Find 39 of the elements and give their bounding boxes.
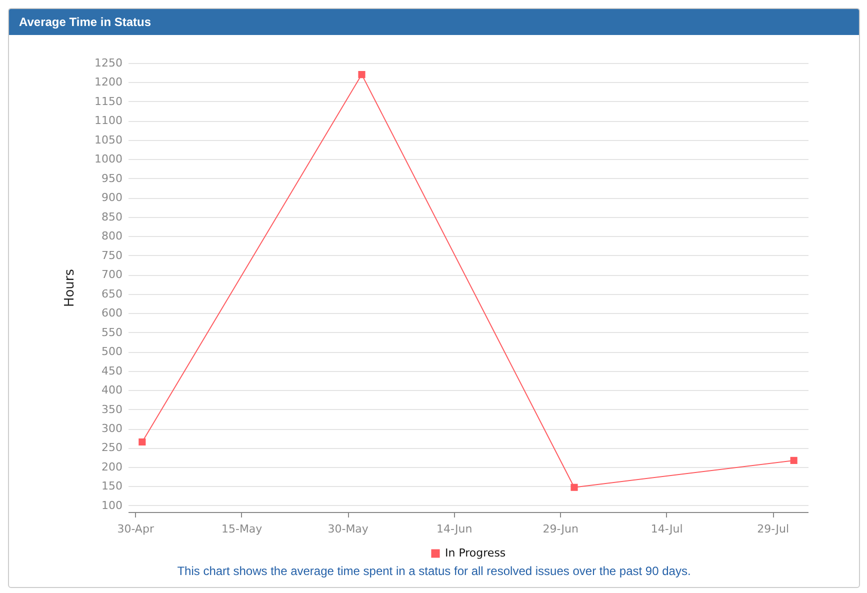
point	[358, 71, 366, 78]
x-tick-label: 29-Jul	[757, 522, 790, 536]
x-tick-label: 30-Apr	[117, 522, 154, 536]
y-tick-label: 1200	[94, 76, 122, 89]
y-tick-label: 200	[102, 460, 122, 474]
x-tick-label: 14-Jun	[436, 522, 472, 536]
y-tick-label: 400	[102, 384, 122, 397]
y-tick-label: 100	[102, 498, 122, 512]
y-tick-label: 700	[102, 268, 122, 282]
x-tick-label: 29-Jun	[542, 522, 578, 536]
y-tick-label: 1000	[94, 152, 122, 166]
point	[138, 438, 146, 446]
y-tick-label: 900	[102, 191, 122, 204]
y-tick-label: 1050	[94, 133, 122, 146]
y-tick-label: 750	[102, 248, 122, 262]
x-tick-label: 30-May	[328, 522, 369, 536]
y-tick-label: 1150	[94, 94, 122, 108]
text: This chart shows the average time spent in a status for all resolved issues over the past 90 days.	[176, 564, 692, 578]
y-tick-label: 550	[102, 326, 122, 339]
y-tick-label: 450	[102, 364, 122, 378]
y-tick-label: 350	[102, 402, 122, 416]
y-tick-label: 1100	[94, 114, 122, 128]
y-tick-label: 800	[102, 230, 122, 243]
y-tick-label: 250	[102, 441, 122, 454]
legend-label: In Progress	[445, 546, 506, 560]
y-tick-label: 650	[102, 287, 122, 300]
x-tick-label: 14-Jul	[650, 522, 683, 536]
y-tick-label: 600	[102, 306, 122, 320]
y-tick-label: 1250	[94, 56, 122, 70]
y-tick-label: 150	[102, 480, 122, 493]
y-tick-label: 500	[102, 345, 122, 358]
y-tick-label: 850	[102, 210, 122, 224]
point	[790, 456, 798, 464]
chart-title: Average Time in Status	[9, 9, 859, 35]
y-tick-label: 950	[102, 172, 122, 185]
y-tick-label: 300	[102, 422, 122, 436]
y-axis-title: Hours	[62, 268, 78, 308]
x-tick-label: 15-May	[221, 522, 263, 536]
point	[570, 484, 578, 491]
